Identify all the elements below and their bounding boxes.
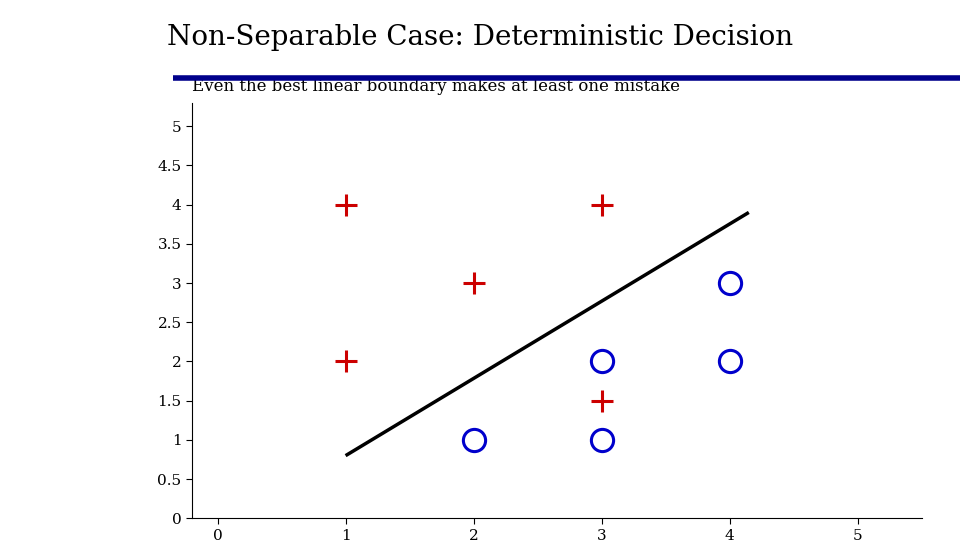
Text: Non-Separable Case: Deterministic Decision: Non-Separable Case: Deterministic Decisi… [167, 24, 793, 51]
Text: Even the best linear boundary makes at least one mistake: Even the best linear boundary makes at l… [192, 78, 680, 96]
